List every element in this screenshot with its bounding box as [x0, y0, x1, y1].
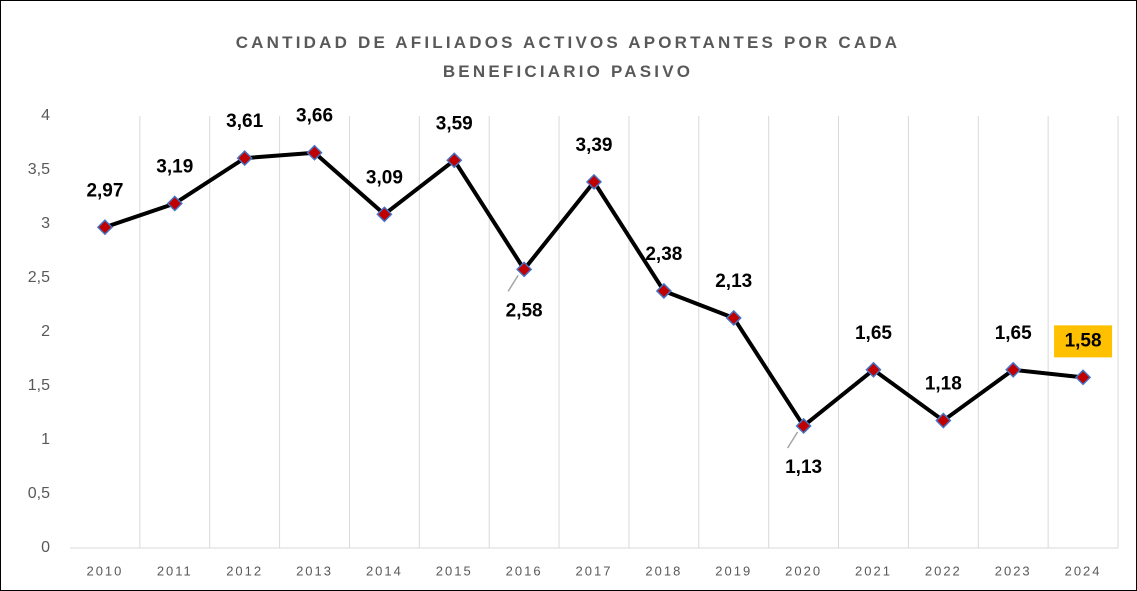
chart-title: CANTIDAD DE AFILIADOS ACTIVOS APORTANTES… — [235, 33, 901, 81]
marker — [166, 195, 183, 212]
x-tick-label: 2011 — [157, 563, 193, 578]
marker — [1005, 361, 1022, 378]
x-tick-label: 2012 — [226, 563, 263, 578]
x-tick-label: 2019 — [715, 563, 752, 578]
y-tick-label: 3,5 — [28, 161, 50, 178]
value-label: 1,65 — [995, 323, 1032, 344]
y-tick-label: 4 — [41, 107, 50, 124]
marker — [865, 361, 882, 378]
x-tick-label: 2016 — [506, 563, 543, 578]
x-tick-label: 2017 — [576, 563, 613, 578]
marker — [1075, 369, 1092, 386]
y-tick-label: 1 — [41, 431, 50, 448]
marker — [655, 282, 672, 300]
value-label: 2,38 — [645, 244, 682, 265]
x-tick-label: 2020 — [785, 563, 822, 578]
marker — [236, 150, 253, 167]
value-label: 3,61 — [226, 111, 263, 132]
marker — [376, 206, 393, 223]
value-label: 1,18 — [925, 374, 962, 395]
value-label: 3,19 — [156, 156, 193, 177]
value-label: 2,13 — [715, 271, 752, 292]
marker — [516, 261, 533, 278]
x-tick-label: 2015 — [436, 563, 473, 578]
value-label: 3,09 — [366, 167, 403, 188]
x-tick-label: 2014 — [366, 563, 403, 578]
marker — [725, 309, 742, 327]
y-tick-label: 2,5 — [28, 269, 50, 286]
value-label: 3,39 — [576, 135, 613, 156]
x-tick-label: 2010 — [86, 563, 123, 578]
x-tick-label: 2023 — [995, 563, 1032, 578]
leader-line — [786, 431, 799, 449]
x-tick-label: 2013 — [296, 563, 333, 578]
y-tick-label: 1,5 — [28, 377, 50, 394]
marker — [585, 173, 603, 190]
marker — [446, 152, 463, 169]
value-label: 3,66 — [296, 106, 333, 127]
y-tick-label: 3 — [41, 215, 50, 232]
value-label: 1,58 — [1065, 330, 1102, 351]
x-tick-label: 2024 — [1065, 563, 1102, 578]
marker — [96, 219, 113, 236]
leader-line — [507, 274, 519, 292]
y-tick-label: 0,5 — [28, 485, 50, 502]
value-label: 2,58 — [506, 300, 543, 321]
x-tick-label: 2021 — [855, 563, 892, 578]
value-label: 3,59 — [436, 113, 473, 134]
x-tick-label: 2022 — [925, 563, 962, 578]
y-tick-label: 2 — [41, 323, 50, 340]
value-label-highlight — [1054, 325, 1113, 358]
value-label: 1,65 — [855, 323, 892, 344]
value-label: 2,97 — [86, 180, 123, 201]
value-label: 1,13 — [785, 457, 822, 478]
marker — [306, 144, 323, 161]
y-tick-label: 0 — [41, 539, 50, 556]
marker — [935, 412, 952, 429]
x-tick-label: 2018 — [645, 563, 682, 578]
marker — [795, 417, 812, 435]
